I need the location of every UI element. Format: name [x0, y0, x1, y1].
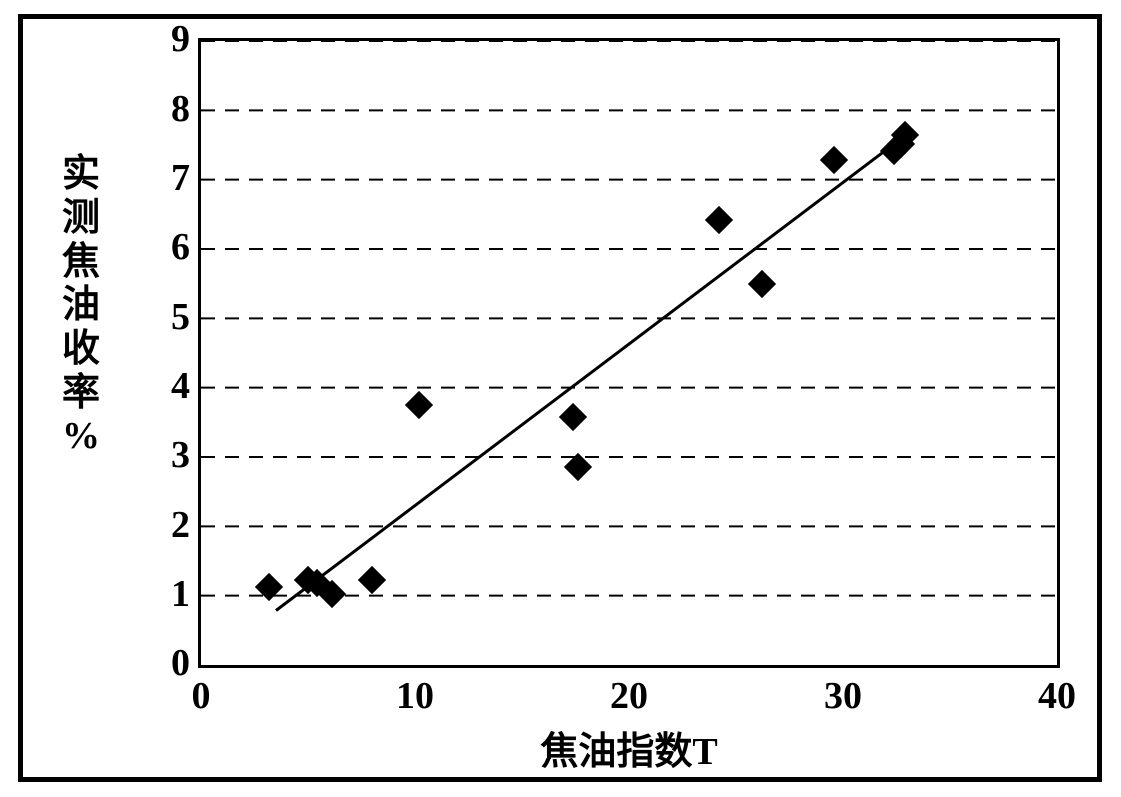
- y-tick-label: 4: [140, 364, 190, 408]
- y-tick-label: 3: [140, 433, 190, 477]
- x-tick-label: 0: [161, 674, 241, 718]
- y-tick-label: 6: [140, 225, 190, 269]
- y-tick-label: 9: [140, 17, 190, 61]
- x-axis-title: 焦油指数T: [429, 720, 829, 775]
- x-tick-label: 10: [375, 674, 455, 718]
- x-tick-label: 40: [1017, 674, 1097, 718]
- y-tick-label: 5: [140, 295, 190, 339]
- y-tick-label: 7: [140, 156, 190, 200]
- y-axis-title: 实测焦油收率%: [58, 153, 104, 459]
- y-tick-label: 1: [140, 572, 190, 616]
- y-tick-label: 2: [140, 503, 190, 547]
- y-tick-label: 8: [140, 87, 190, 131]
- x-tick-label: 20: [589, 674, 669, 718]
- x-tick-label: 30: [803, 674, 883, 718]
